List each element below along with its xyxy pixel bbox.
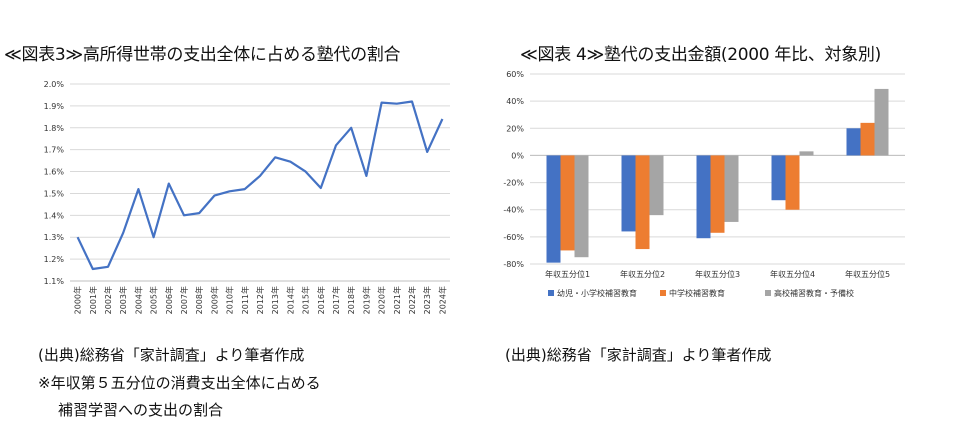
right-chart-title: ≪図表 4≫塾代の支出金額(2000 年比、対象別) bbox=[520, 45, 881, 65]
left-x-tick-label: 2019年 bbox=[361, 286, 371, 314]
left-footnote-line1: ※年収第５五分位の消費支出全体に占める bbox=[38, 374, 321, 392]
left-y-tick-label: 1.1% bbox=[44, 277, 65, 286]
legend-swatch bbox=[660, 290, 666, 296]
left-x-tick-label: 2022年 bbox=[407, 286, 417, 314]
left-y-tick-label: 1.7% bbox=[44, 146, 65, 155]
right-x-tick-label: 年収五分位5 bbox=[845, 269, 890, 279]
left-x-tick-label: 2011年 bbox=[240, 286, 250, 314]
legend-label: 高校補習教育・予備校 bbox=[774, 288, 854, 298]
left-x-tick-label: 2006年 bbox=[164, 286, 174, 314]
left-y-tick-label: 2.0% bbox=[44, 80, 65, 89]
left-chart-title: ≪図表3≫高所得世帯の支出全体に占める塾代の割合 bbox=[4, 45, 401, 65]
left-x-tick-label: 2007年 bbox=[179, 286, 189, 314]
left-x-tick-label: 2002年 bbox=[103, 286, 113, 314]
left-y-tick-label: 1.9% bbox=[44, 102, 65, 111]
left-x-tick-label: 2013年 bbox=[270, 286, 280, 314]
right-y-tick-label: 40% bbox=[506, 97, 524, 106]
legend-label: 幼児・小学校補習教育 bbox=[557, 288, 637, 298]
left-x-tick-label: 2009年 bbox=[209, 286, 219, 314]
left-y-tick-label: 1.3% bbox=[44, 233, 65, 242]
left-source-note: (出典)総務省「家計調査」より筆者作成 bbox=[38, 346, 305, 364]
right-bar bbox=[860, 122, 875, 156]
left-x-tick-label: 2001年 bbox=[88, 286, 98, 314]
right-y-tick-label: 20% bbox=[506, 124, 524, 133]
right-bar bbox=[771, 155, 786, 201]
right-bar bbox=[574, 155, 589, 258]
left-x-tick-label: 2012年 bbox=[255, 286, 265, 314]
right-x-tick-label: 年収五分位3 bbox=[695, 269, 740, 279]
left-x-tick-label: 2008年 bbox=[194, 286, 204, 314]
legend-swatch bbox=[548, 290, 554, 296]
right-bar bbox=[696, 155, 711, 239]
right-y-tick-label: -40% bbox=[503, 206, 524, 215]
left-x-tick-label: 2004年 bbox=[133, 286, 143, 314]
left-x-tick-label: 2005年 bbox=[149, 286, 159, 314]
left-y-tick-label: 1.5% bbox=[44, 189, 65, 198]
right-bar bbox=[635, 155, 650, 250]
left-x-tick-label: 2015年 bbox=[301, 286, 311, 314]
left-x-tick-label: 2024年 bbox=[437, 286, 447, 314]
left-x-tick-label: 2003年 bbox=[118, 286, 128, 314]
right-bar bbox=[799, 151, 814, 156]
left-x-tick-label: 2000年 bbox=[73, 286, 83, 314]
right-x-tick-label: 年収五分位4 bbox=[770, 269, 815, 279]
left-y-tick-label: 1.8% bbox=[44, 124, 65, 133]
left-y-tick-label: 1.2% bbox=[44, 255, 65, 264]
right-y-tick-label: -20% bbox=[503, 179, 524, 188]
left-y-tick-label: 1.4% bbox=[44, 211, 65, 220]
legend-swatch bbox=[765, 290, 771, 296]
right-bar bbox=[621, 155, 636, 232]
right-bar bbox=[710, 155, 725, 233]
right-x-tick-label: 年収五分位1 bbox=[545, 269, 590, 279]
right-y-tick-label: 60% bbox=[506, 70, 524, 79]
left-series-line bbox=[76, 100, 444, 271]
right-x-tick-label: 年収五分位2 bbox=[620, 269, 665, 279]
left-footnote-line2: 補習学習への支出の割合 bbox=[58, 401, 224, 419]
right-bar bbox=[785, 155, 800, 210]
left-x-tick-label: 2018年 bbox=[346, 286, 356, 314]
right-y-tick-label: 0% bbox=[511, 151, 524, 160]
right-y-tick-label: -80% bbox=[503, 260, 524, 269]
right-bar bbox=[560, 155, 575, 251]
right-source-note: (出典)総務省「家計調査」より筆者作成 bbox=[505, 346, 772, 364]
left-x-tick-label: 2020年 bbox=[377, 286, 387, 314]
right-bar bbox=[649, 155, 664, 216]
left-y-tick-label: 1.6% bbox=[44, 168, 65, 177]
left-x-tick-label: 2014年 bbox=[285, 286, 295, 314]
right-bar bbox=[546, 155, 561, 263]
right-bar bbox=[874, 88, 889, 156]
right-bar bbox=[846, 128, 861, 156]
left-x-tick-label: 2021年 bbox=[392, 286, 402, 314]
left-x-tick-label: 2010年 bbox=[225, 286, 235, 314]
right-y-tick-label: -60% bbox=[503, 233, 524, 242]
left-x-tick-label: 2016年 bbox=[316, 286, 326, 314]
legend-label: 中学校補習教育 bbox=[669, 288, 725, 298]
right-bar bbox=[724, 155, 739, 222]
left-x-tick-label: 2023年 bbox=[422, 286, 432, 314]
left-x-tick-label: 2017年 bbox=[331, 286, 341, 314]
